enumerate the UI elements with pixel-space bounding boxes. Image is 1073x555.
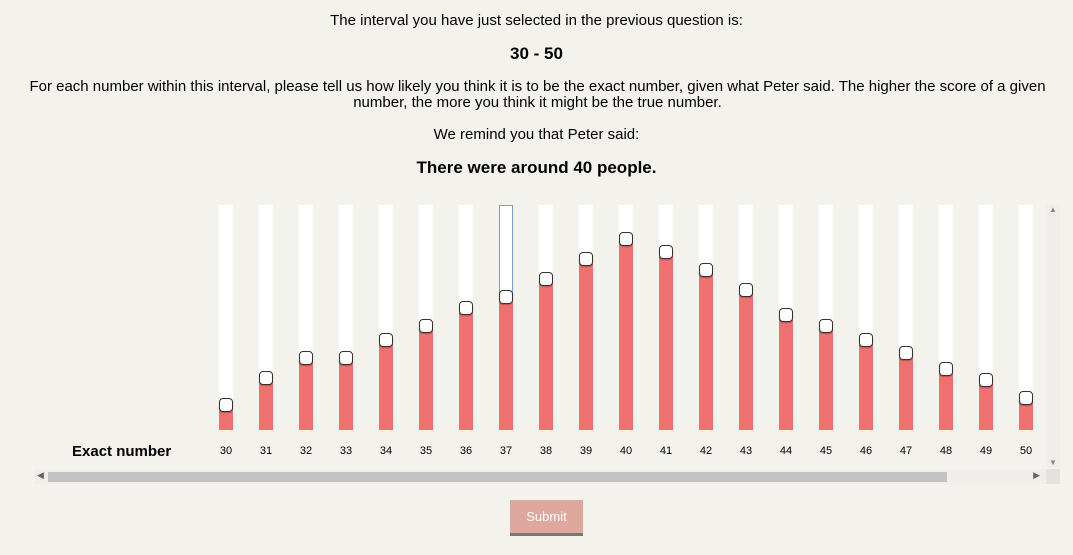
selected-interval: 30 - 50	[510, 44, 563, 63]
number-label: 37	[499, 445, 513, 457]
slider-handle[interactable]	[339, 351, 353, 365]
slider-fill	[779, 315, 793, 430]
slider-handle[interactable]	[579, 252, 593, 266]
slider-44[interactable]	[779, 205, 793, 430]
number-label: 30	[219, 445, 233, 457]
slider-42[interactable]	[699, 205, 713, 430]
slider-handle[interactable]	[739, 283, 753, 297]
slider-fill	[379, 340, 393, 430]
scroll-down-icon[interactable]: ▼	[1049, 458, 1057, 467]
slider-handle[interactable]	[539, 272, 553, 286]
number-label: 50	[1019, 445, 1033, 457]
scroll-left-icon[interactable]: ◀	[37, 470, 44, 480]
slider-fill	[499, 297, 513, 430]
slider-fill	[699, 270, 713, 430]
slider-36[interactable]	[459, 205, 473, 430]
number-label: 47	[899, 445, 913, 457]
slider-40[interactable]	[619, 205, 633, 430]
slider-50[interactable]	[1019, 205, 1033, 430]
slider-fill	[739, 290, 753, 430]
number-label: 46	[859, 445, 873, 457]
slider-handle[interactable]	[979, 373, 993, 387]
reminder-text: We remind you that Peter said:	[433, 126, 640, 143]
slider-handle[interactable]	[419, 319, 433, 333]
slider-handle[interactable]	[259, 371, 273, 385]
slider-47[interactable]	[899, 205, 913, 430]
slider-fill	[619, 239, 633, 430]
slider-handle[interactable]	[899, 346, 913, 360]
slider-fill	[579, 259, 593, 430]
slider-41[interactable]	[659, 205, 673, 430]
slider-48[interactable]	[939, 205, 953, 430]
slider-fill	[859, 340, 873, 430]
horizontal-scrollbar[interactable]: ◀ ▶	[34, 469, 1060, 484]
instruction-text: For each number within this interval, pl…	[29, 78, 1046, 111]
slider-handle[interactable]	[619, 232, 633, 246]
scrollbar-corner	[1046, 469, 1060, 484]
slider-handle[interactable]	[459, 301, 473, 315]
slider-31[interactable]	[259, 205, 273, 430]
number-label: 38	[539, 445, 553, 457]
slider-fill	[979, 380, 993, 430]
slider-handle[interactable]	[939, 362, 953, 376]
slider-fill	[339, 358, 353, 430]
slider-33[interactable]	[339, 205, 353, 430]
vertical-scrollbar[interactable]: ▲ ▼	[1046, 205, 1060, 467]
number-label: 43	[739, 445, 753, 457]
slider-fill	[819, 326, 833, 430]
slider-32[interactable]	[299, 205, 313, 430]
submit-button[interactable]: Submit	[510, 500, 583, 536]
slider-handle[interactable]	[379, 333, 393, 347]
number-label: 49	[979, 445, 993, 457]
slider-fill	[939, 369, 953, 430]
scroll-right-icon[interactable]: ▶	[1033, 470, 1040, 480]
slider-fill	[899, 353, 913, 430]
slider-handle[interactable]	[819, 319, 833, 333]
number-label: 39	[579, 445, 593, 457]
number-label: 42	[699, 445, 713, 457]
slider-49[interactable]	[979, 205, 993, 430]
slider-46[interactable]	[859, 205, 873, 430]
slider-handle[interactable]	[659, 245, 673, 259]
number-label: 41	[659, 445, 673, 457]
number-label: 44	[779, 445, 793, 457]
scroll-up-icon[interactable]: ▲	[1049, 205, 1057, 214]
intro-text: The interval you have just selected in t…	[330, 12, 743, 29]
slider-38[interactable]	[539, 205, 553, 430]
slider-35[interactable]	[419, 205, 433, 430]
slider-handle[interactable]	[779, 308, 793, 322]
slider-37[interactable]	[499, 205, 513, 430]
slider-fill	[659, 252, 673, 430]
slider-handle[interactable]	[299, 351, 313, 365]
slider-fill	[419, 326, 433, 430]
slider-handle[interactable]	[499, 290, 513, 304]
slider-fill	[539, 279, 553, 430]
slider-fill	[259, 378, 273, 430]
slider-fill	[1019, 398, 1033, 430]
row-label: Exact number	[72, 443, 172, 460]
number-label: 34	[379, 445, 393, 457]
slider-fill	[299, 358, 313, 430]
slider-43[interactable]	[739, 205, 753, 430]
peter-quote: There were around 40 people.	[416, 158, 657, 177]
number-label: 48	[939, 445, 953, 457]
number-label: 36	[459, 445, 473, 457]
number-label: 35	[419, 445, 433, 457]
number-label: 32	[299, 445, 313, 457]
slider-30[interactable]	[219, 205, 233, 430]
slider-handle[interactable]	[859, 333, 873, 347]
scrollbar-thumb[interactable]	[48, 472, 947, 482]
slider-handle[interactable]	[219, 398, 233, 412]
slider-45[interactable]	[819, 205, 833, 430]
slider-area: Exact number 30 31 32 33 34 35 36 37 38 39 40 41 42 4…	[0, 200, 1073, 470]
slider-handle[interactable]	[699, 263, 713, 277]
slider-34[interactable]	[379, 205, 393, 430]
number-label: 45	[819, 445, 833, 457]
slider-fill	[459, 308, 473, 430]
number-label: 33	[339, 445, 353, 457]
number-label: 31	[259, 445, 273, 457]
slider-handle[interactable]	[1019, 391, 1033, 405]
number-label: 40	[619, 445, 633, 457]
slider-39[interactable]	[579, 205, 593, 430]
